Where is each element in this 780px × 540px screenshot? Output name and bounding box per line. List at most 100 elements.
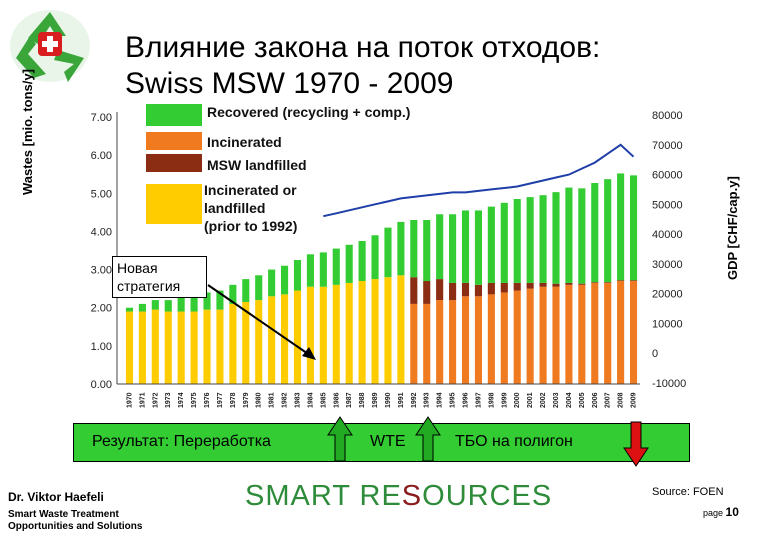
bar-segment <box>242 301 250 384</box>
bar-segment <box>281 294 289 384</box>
bar-segment <box>358 281 366 384</box>
x-tick-label: 2005 <box>579 392 586 408</box>
page-title: Влияние закона на поток отходов: Swiss M… <box>125 31 601 100</box>
x-tick-label: 1973 <box>165 392 172 408</box>
bar-segment <box>138 311 146 384</box>
legend-swatch <box>146 184 202 224</box>
bar-segment <box>371 235 379 280</box>
bar-segment <box>487 294 495 384</box>
y2-tick-label: 10000 <box>652 318 683 330</box>
bar-segment <box>371 279 379 384</box>
bar-segment <box>358 240 366 282</box>
result-label-wte: WTE <box>370 433 406 450</box>
x-tick-label: 1995 <box>450 392 457 408</box>
bar-segment <box>604 282 612 384</box>
bar-segment <box>617 281 625 384</box>
bar-segment <box>345 244 353 283</box>
bar-segment <box>436 279 444 301</box>
bar-segment <box>164 311 172 384</box>
x-tick-label: 1982 <box>282 392 289 408</box>
bar-segment <box>604 179 612 283</box>
x-tick-label: 1974 <box>178 392 185 408</box>
y-tick-label: 3.00 <box>91 265 112 277</box>
author-subtitle: Smart Waste Treatment Opportunities and … <box>8 509 143 532</box>
bar-segment <box>151 309 159 384</box>
bar-segment <box>216 290 224 310</box>
y2-tick-label: -10000 <box>652 378 686 390</box>
strategy-note: Новая стратегия <box>112 256 207 298</box>
bar-segment <box>513 199 521 283</box>
y-tick-label: 7.00 <box>91 112 112 124</box>
x-tick-label: 2001 <box>527 392 534 408</box>
y2-tick-label: 40000 <box>652 229 683 241</box>
bar-segment <box>513 290 521 384</box>
bar-segment <box>293 260 302 291</box>
bar-segment <box>423 219 431 282</box>
bar-segment <box>125 311 134 384</box>
bar-segment <box>397 221 405 276</box>
bar-segment <box>474 210 482 285</box>
bar-segment <box>500 282 508 293</box>
bar-segment <box>565 187 573 283</box>
bar-segment <box>229 284 237 304</box>
legend-label: Incinerated or <box>204 182 297 198</box>
y2-tick-label: 50000 <box>652 199 683 211</box>
bar-segment <box>255 275 263 301</box>
legend-label: MSW landfilled <box>207 157 307 173</box>
legend-swatch <box>146 104 202 126</box>
bar-segment <box>268 269 276 297</box>
bar-segment <box>449 282 457 301</box>
bar-segment <box>216 309 224 384</box>
x-tick-label: 1996 <box>463 392 470 408</box>
result-label-recycling: Результат: Переработка <box>92 433 271 450</box>
bar-segment <box>410 303 418 384</box>
bar-segment <box>552 192 560 284</box>
bar-segment <box>539 195 547 283</box>
y2-tick-label: 30000 <box>652 259 683 271</box>
bar-segment <box>591 182 599 283</box>
x-tick-label: 2009 <box>631 392 638 408</box>
x-tick-label: 1985 <box>320 392 327 408</box>
author-name: Dr. Viktor Haefeli <box>8 490 104 504</box>
bar-segment <box>125 307 134 312</box>
bar-segment <box>500 202 508 283</box>
bar-segment <box>397 275 405 384</box>
page-number: page 10 <box>703 505 739 519</box>
bar-segment <box>474 284 482 297</box>
bar-segment <box>629 175 638 281</box>
legend-label: (prior to 1992) <box>204 218 297 234</box>
x-tick-label: 1997 <box>475 392 482 408</box>
bar-segment <box>242 279 250 302</box>
bar-segment <box>319 286 327 384</box>
bar-segment <box>190 294 198 312</box>
x-tick-label: 1981 <box>269 392 276 408</box>
waste-chart: 0.00 1.00 2.00 3.00 4.00 5.00 6.00 7.00 -10000 0 1… <box>91 104 686 408</box>
bar-segment <box>617 280 625 282</box>
x-tick-label: 2000 <box>514 392 521 408</box>
y2-axis-label: GDP [CHF/cap.y] <box>725 176 740 280</box>
x-tick-label: 1988 <box>359 392 366 408</box>
bar-segment <box>629 280 638 282</box>
bar-segment <box>449 300 457 384</box>
x-tick-label: 1987 <box>346 392 353 408</box>
bar-segment <box>268 296 276 384</box>
legend-label: landfilled <box>204 200 265 216</box>
bar-segment <box>629 281 638 384</box>
y2-tick-label: 60000 <box>652 170 683 182</box>
bar-segment <box>255 300 263 384</box>
x-tick-label: 1976 <box>204 392 211 408</box>
bar-segment <box>203 292 211 310</box>
x-tick-label: 2002 <box>540 392 547 408</box>
arrow-up-icon <box>415 416 441 462</box>
bar-segment <box>229 303 237 384</box>
x-tick-label: 2008 <box>618 392 625 408</box>
x-tick-label: 1970 <box>126 392 133 408</box>
y-tick-label: 4.00 <box>91 226 112 238</box>
bar-segment <box>177 311 185 384</box>
bar-segment <box>423 281 431 304</box>
x-tick-label: 1979 <box>243 392 250 408</box>
bar-segment <box>487 206 495 283</box>
legend-swatch <box>146 132 202 150</box>
bar-segment <box>281 265 289 295</box>
bar-segment <box>151 300 159 310</box>
